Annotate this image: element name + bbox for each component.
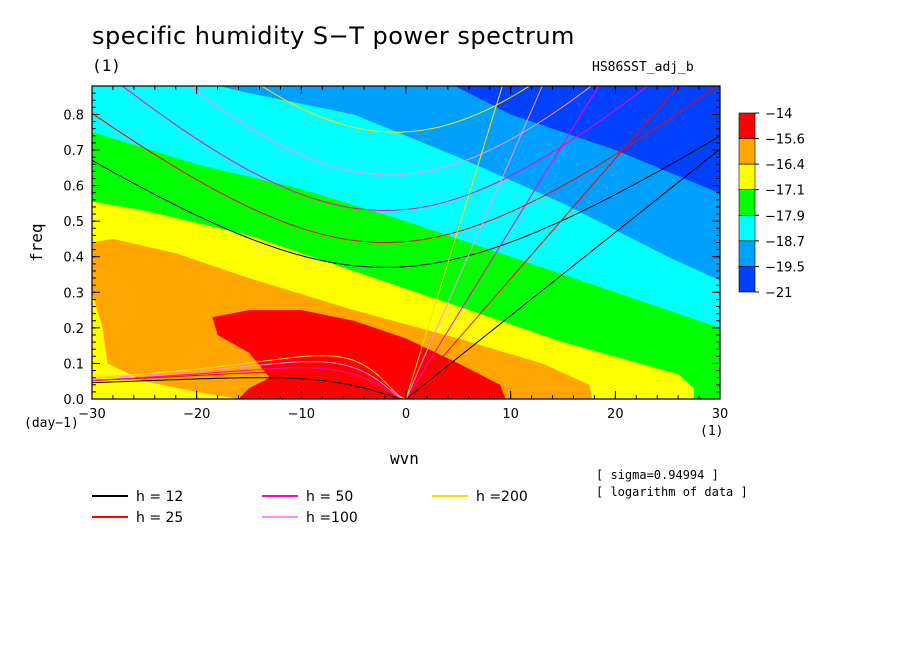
colorbar-label-4: −17.9 <box>765 209 805 224</box>
legend-label-50: h = 50 <box>306 489 353 505</box>
legend-label-25: h = 25 <box>136 510 183 526</box>
x-axis-label: wvn <box>390 449 419 468</box>
kelvin-curve-12 <box>405 148 720 399</box>
contour-band-5 <box>212 310 506 399</box>
rossby-curve-200 <box>92 355 407 399</box>
colorbar-label-1: −15.6 <box>765 133 805 148</box>
gravity-curve-100 <box>188 86 593 176</box>
log-note: [ logarithm of data ] <box>596 485 748 499</box>
y-tick-label-6: 0.6 <box>63 180 84 195</box>
colorbar: −14 −15.6 −16.4 −17.1 −17.9 −18.7 −19.5 −21 <box>738 107 805 301</box>
chart-title: specific humidity S−T power spectrum <box>92 22 575 50</box>
rossby-curve-12 <box>92 377 407 399</box>
dispersion-curves <box>92 86 720 399</box>
kelvin-curve-100 <box>405 86 543 399</box>
colorbar-swatch-3 <box>738 189 756 216</box>
sigma-note: [ sigma=0.94994 ] <box>596 468 719 482</box>
rossby-curve-25 <box>92 371 407 399</box>
kelvin-curve-50 <box>405 86 600 399</box>
x-tick-label-0: −30 <box>78 407 105 422</box>
kelvin-curve-25 <box>405 86 680 399</box>
legend-label-100: h =100 <box>306 510 358 526</box>
x-tick-label-5: 20 <box>607 407 624 422</box>
y-tick-label-2: 0.2 <box>63 322 84 337</box>
y-tick-label-4: 0.4 <box>63 251 84 266</box>
rossby-curve-100 <box>92 361 407 399</box>
colorbar-swatch-4 <box>738 214 756 242</box>
axis-ticks: −30 −20 −10 0 10 20 30 0.0 0.1 0.2 0.3 0.4 0.5 0.6 0.7… <box>63 86 728 422</box>
x-unit-label: (1) <box>700 424 724 439</box>
y-tick-label-0: 0.0 <box>63 393 84 408</box>
colorbar-label-3: −17.1 <box>765 184 805 199</box>
colorbar-label-2: −16.4 <box>765 158 805 173</box>
x-tick-label-3: 0 <box>402 407 410 422</box>
x-tick-label-1: −20 <box>183 407 210 422</box>
colorbar-swatch-2 <box>738 163 756 191</box>
gravity-curve-50 <box>121 86 649 212</box>
legend-label-200: h =200 <box>476 489 528 505</box>
legend: h = 12 h = 25 h = 50 h =100 h =200 <box>92 489 528 526</box>
rossby-curve-50 <box>92 367 407 399</box>
filled-contours <box>92 86 720 399</box>
y-tick-label-3: 0.3 <box>63 286 84 301</box>
x-tick-label-4: 10 <box>502 407 519 422</box>
y-tick-label-8: 0.8 <box>63 108 84 123</box>
y-unit-label: (day−1) <box>24 416 79 431</box>
y-tick-label-1: 0.1 <box>63 357 84 372</box>
colorbar-label-6: −19.5 <box>765 260 805 275</box>
colorbar-label-7: −21 <box>765 286 792 301</box>
colorbar-swatch-1 <box>738 138 756 165</box>
colorbar-swatch-6 <box>738 266 756 293</box>
plot-area <box>92 86 720 399</box>
colorbar-swatch-5 <box>738 240 756 267</box>
colorbar-label-5: −18.7 <box>765 235 805 250</box>
gravity-curve-25 <box>92 86 719 243</box>
colorbar-label-0: −14 <box>765 107 792 122</box>
x-tick-label-6: 30 <box>712 407 729 422</box>
legend-label-12: h = 12 <box>136 489 183 505</box>
unit-label-top: (1) <box>92 56 121 75</box>
y-tick-label-5: 0.5 <box>63 215 84 230</box>
gravity-curve-12 <box>92 135 720 268</box>
run-name-label: HS86SST_adj_b <box>592 60 694 75</box>
colorbar-swatch-0 <box>738 112 756 139</box>
kelvin-curve-200 <box>405 86 503 399</box>
y-axis-label: freq <box>27 223 46 262</box>
gravity-curve-200 <box>260 86 531 133</box>
x-tick-label-2: −10 <box>288 407 315 422</box>
y-tick-label-7: 0.7 <box>63 144 84 159</box>
